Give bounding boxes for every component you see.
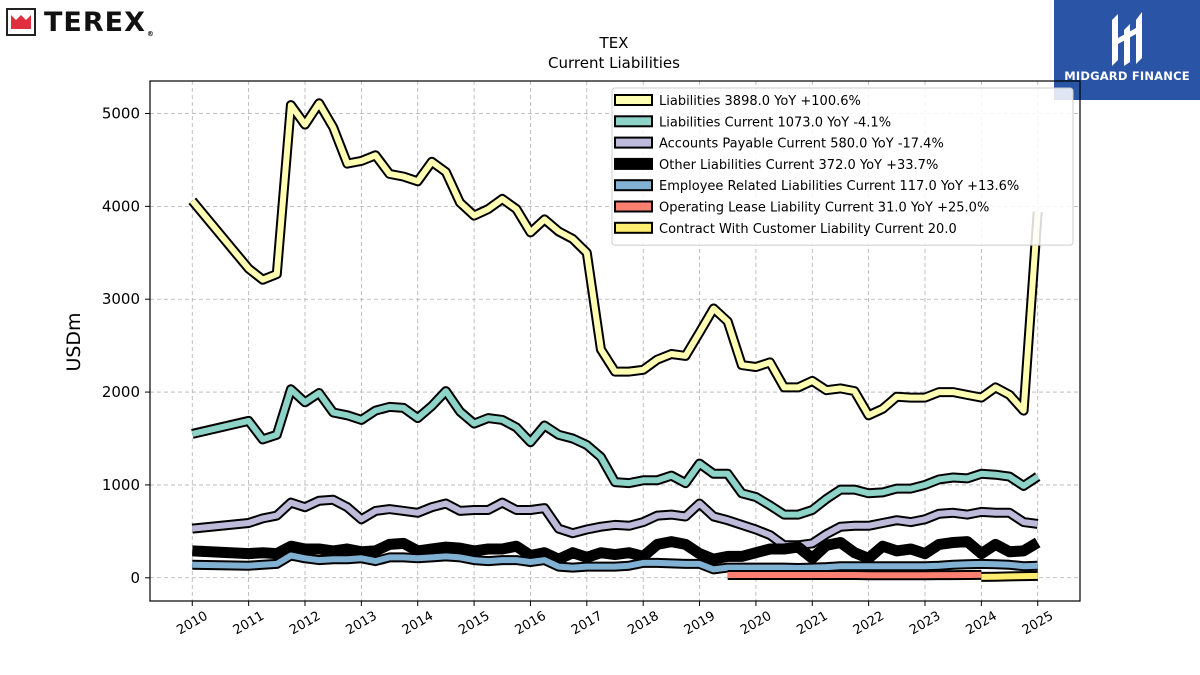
x-tick-label: 2017 — [569, 609, 605, 639]
series-line-contract-with-customer-liability-current — [981, 572, 1038, 580]
series-line-other-liabilities-current — [192, 536, 1041, 565]
x-tick-label: 2025 — [1020, 609, 1056, 639]
legend-entry: Accounts Payable Current 580.0 YoY -17.4… — [659, 137, 944, 152]
x-tick-label: 2021 — [794, 609, 830, 639]
x-tick-label: 2018 — [625, 609, 661, 639]
x-tick-label: 2022 — [851, 609, 887, 639]
y-tick-label: 5000 — [102, 105, 140, 123]
y-tick-label: 0 — [130, 569, 140, 587]
legend-entry: Employee Related Liabilities Current 117… — [659, 179, 1019, 194]
x-tick-label: 2020 — [738, 609, 774, 639]
y-tick-label: 4000 — [102, 197, 140, 215]
x-tick-label: 2016 — [513, 609, 549, 639]
legend-entry: Other Liabilities Current 372.0 YoY +33.… — [659, 158, 938, 173]
legend-swatch — [614, 221, 653, 234]
x-tick-label: 2011 — [231, 609, 267, 639]
x-tick-label: 2013 — [344, 609, 380, 639]
legend-swatch — [614, 94, 653, 106]
plot-lines — [188, 98, 1043, 582]
x-tick-label: 2010 — [174, 609, 210, 639]
x-tick-label: 2015 — [456, 609, 492, 639]
y-tick-label: 3000 — [102, 290, 140, 308]
legend: Liabilities 3898.0 YoY +100.6% Liabilitie… — [611, 87, 1074, 246]
y-tick-label: 2000 — [102, 383, 140, 401]
legend-swatch — [614, 179, 653, 192]
legend-entry: Liabilities Current 1073.0 YoY -4.1% — [659, 115, 891, 130]
plot-frame — [149, 80, 1081, 602]
legend-swatch — [614, 136, 653, 149]
y-axis-ticks: 0 1000 2000 3000 4000 5000 — [102, 105, 150, 587]
x-tick-label: 2019 — [682, 609, 718, 639]
terex-wordmark: TEREX® — [44, 6, 155, 38]
chart-subtitle: Current Liabilities — [548, 54, 680, 72]
legend-entry: Liabilities 3898.0 YoY +100.6% — [659, 94, 861, 109]
legend-box — [611, 87, 1074, 246]
series-line-liabilities — [189, 100, 1041, 419]
terex-logo: TEREX® — [6, 6, 155, 38]
terex-crown-icon — [6, 8, 36, 36]
legend-swatch — [614, 115, 653, 128]
legend-entry: Operating Lease Liability Current 31.0 Y… — [659, 201, 989, 216]
series-line-employee-related-liabilities-current — [192, 552, 1038, 573]
y-tick-label: 1000 — [102, 476, 140, 494]
legend-swatch — [614, 157, 653, 170]
x-tick-label: 2014 — [400, 609, 436, 639]
legend-entry: Contract With Customer Liability Current… — [659, 222, 957, 237]
x-tick-label: 2024 — [964, 609, 1000, 639]
midgard-emblem-icon — [1112, 12, 1142, 66]
x-axis-ticks: 2010 2011 2012 2013 2014 2015 2016 2017 2018 2019… — [174, 601, 1056, 638]
series-line-accounts-payable-current — [192, 496, 1039, 549]
chart-title: TEX — [599, 34, 629, 52]
x-tick-label: 2012 — [287, 609, 323, 639]
y-axis-label: USDm — [63, 312, 85, 371]
x-tick-label: 2023 — [907, 609, 943, 639]
series-line-liabilities-current — [191, 386, 1040, 518]
midgard-finance-logo: MIDGARD FINANCE — [1054, 0, 1200, 100]
midgard-wordmark: MIDGARD FINANCE — [1064, 69, 1190, 83]
legend-swatch — [614, 200, 653, 213]
